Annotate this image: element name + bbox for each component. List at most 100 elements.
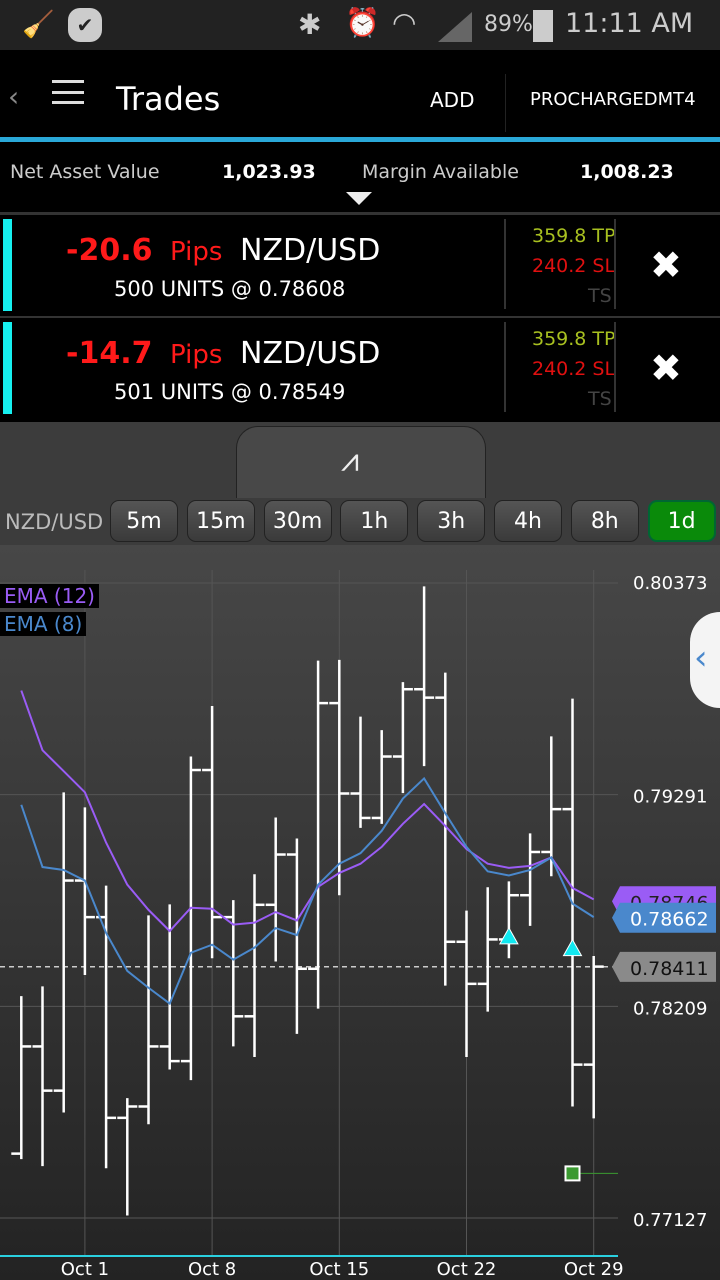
- close-trade-icon[interactable]: ✖: [650, 243, 682, 287]
- alarm-icon: ⏰: [345, 6, 380, 39]
- ohlc-bar: [392, 682, 413, 794]
- ohlc-bar: [32, 986, 53, 1167]
- ohlc-bar: [371, 730, 392, 824]
- account-summary: Net Asset Value 1,023.93 Margin Availabl…: [0, 147, 720, 215]
- timeframe-3h[interactable]: 3h: [417, 500, 486, 542]
- timeframe-30m[interactable]: 30m: [263, 500, 332, 542]
- timeframe-4h[interactable]: 4h: [494, 500, 562, 542]
- checkmark-app-icon: ✔: [68, 8, 102, 42]
- y-tick-label: 0.79291: [633, 787, 707, 808]
- margin-value: 1,008.23: [580, 161, 674, 183]
- x-tick-label: Oct 8: [188, 1259, 236, 1280]
- take-profit[interactable]: 359.8 TP: [532, 225, 616, 247]
- current-price-tag-shape: [612, 951, 716, 982]
- ohlc-bar: [477, 887, 498, 1012]
- account-button[interactable]: PROCHARGEDMT4: [530, 89, 696, 110]
- timeframe-15m[interactable]: 15m: [186, 500, 255, 542]
- divider: [504, 219, 506, 309]
- ema12-line: [20, 690, 595, 933]
- y-tick-label: 0.77127: [633, 1210, 707, 1231]
- chart-background: [0, 545, 720, 1280]
- trade-pips: -20.6: [66, 233, 153, 268]
- timeframe-5m[interactable]: 5m: [110, 500, 178, 542]
- ohlc-bar: [350, 716, 371, 828]
- ema8-price-tag-text: 0.78662: [630, 909, 709, 931]
- side-panel-toggle[interactable]: ‹: [690, 612, 720, 708]
- trailing-stop[interactable]: TS: [588, 388, 612, 410]
- trade-pair: NZD/USD: [240, 336, 381, 371]
- indicator-tab[interactable]: ⩘: [236, 426, 486, 498]
- chart-pair-label: NZD/USD: [5, 510, 104, 534]
- wifi-icon: ◠: [392, 6, 417, 39]
- app-bar: ‹ Trades ADD PROCHARGEDMT4: [0, 50, 720, 142]
- timeframe-1d[interactable]: 1d: [647, 500, 716, 542]
- y-tick-label: 0.80373: [633, 573, 707, 594]
- status-bar: 🧹 ✔ ✱ ⏰ ◠ 89% 11:11 AM: [0, 0, 720, 50]
- buy-marker-icon: [562, 938, 583, 957]
- ohlc-bar: [286, 838, 307, 1034]
- trailing-stop[interactable]: TS: [588, 285, 612, 307]
- close-trade-icon[interactable]: ✖: [650, 346, 682, 390]
- trade-indicator: [3, 322, 12, 414]
- ohlc-bar: [138, 915, 159, 1125]
- trade-pips: -14.7: [66, 336, 153, 371]
- pips-unit: Pips: [170, 237, 223, 267]
- margin-label: Margin Available: [362, 161, 519, 183]
- back-chevron-icon[interactable]: ‹: [8, 80, 20, 113]
- buy-marker-icon: [499, 926, 519, 945]
- ohlc-bar: [53, 792, 74, 1113]
- timeframe-1h[interactable]: 1h: [340, 500, 409, 542]
- menu-icon[interactable]: [52, 80, 84, 104]
- ohlc-bar: [520, 833, 541, 926]
- nav-value: 1,023.93: [222, 161, 316, 183]
- trade-details: 501 UNITS @ 0.78549: [114, 380, 346, 404]
- take-profit[interactable]: 359.8 TP: [532, 328, 616, 350]
- order-marker-icon: [564, 1165, 581, 1182]
- stop-loss[interactable]: 240.2 SL: [532, 255, 616, 277]
- divider: [614, 219, 616, 309]
- ohlc-bar: [202, 706, 223, 959]
- divider: [614, 322, 616, 412]
- battery-icon: [533, 10, 553, 42]
- divider: [505, 74, 506, 132]
- divider: [504, 322, 506, 412]
- ohlc-bar: [414, 586, 435, 767]
- ohlc-bar: [329, 659, 350, 896]
- cleaner-icon: 🧹: [22, 10, 55, 40]
- pips-unit: Pips: [170, 340, 223, 370]
- ema8-price-tag: 0.78662: [612, 902, 716, 933]
- timeframe-8h[interactable]: 8h: [570, 500, 639, 542]
- bluetooth-icon: ✱: [298, 8, 322, 41]
- price-chart[interactable]: 0.80373 0.79291 0.78209 0.77127 Oct 1 Oct 8 Oc…: [0, 545, 720, 1280]
- ohlc-bar: [435, 672, 456, 986]
- ohlc-bar: [11, 996, 32, 1160]
- trade-row[interactable]: -14.7 Pips NZD/USD 501 UNITS @ 0.78549 3…: [0, 318, 720, 418]
- add-button[interactable]: ADD: [430, 88, 475, 112]
- chevron-left-icon: ‹: [694, 638, 708, 678]
- expand-triangle-icon[interactable]: [346, 192, 372, 205]
- ohlc-bar: [244, 874, 265, 1058]
- x-tick-label: Oct 1: [61, 1259, 109, 1280]
- y-tick-label: 0.78209: [633, 998, 707, 1019]
- ohlc-bar: [308, 660, 329, 1009]
- nav-label: Net Asset Value: [10, 161, 160, 183]
- trade-indicator: [3, 219, 12, 311]
- trade-pair: NZD/USD: [240, 233, 381, 268]
- x-tick-label: Oct 29: [564, 1259, 624, 1280]
- ohlc-bar: [117, 1098, 138, 1216]
- ohlc-bar: [265, 817, 286, 962]
- battery-percent: 89%: [484, 12, 533, 37]
- ohlc-bar: [541, 736, 562, 877]
- trade-details: 500 UNITS @ 0.78608: [114, 277, 346, 301]
- divider: [0, 316, 720, 318]
- legend-ema8: EMA (8): [0, 612, 87, 636]
- clock: 11:11 AM: [565, 8, 694, 39]
- x-tick-label: Oct 15: [309, 1259, 369, 1280]
- x-tick-label: Oct 22: [437, 1259, 497, 1280]
- trade-row[interactable]: -20.6 Pips NZD/USD 500 UNITS @ 0.78608 3…: [0, 215, 720, 315]
- signal-icon: [438, 12, 472, 42]
- stop-loss[interactable]: 240.2 SL: [532, 358, 616, 380]
- ohlc-bar: [456, 910, 477, 1058]
- indicator-chart-icon: ⩘: [341, 441, 360, 479]
- legend-ema12: EMA (12): [0, 584, 99, 608]
